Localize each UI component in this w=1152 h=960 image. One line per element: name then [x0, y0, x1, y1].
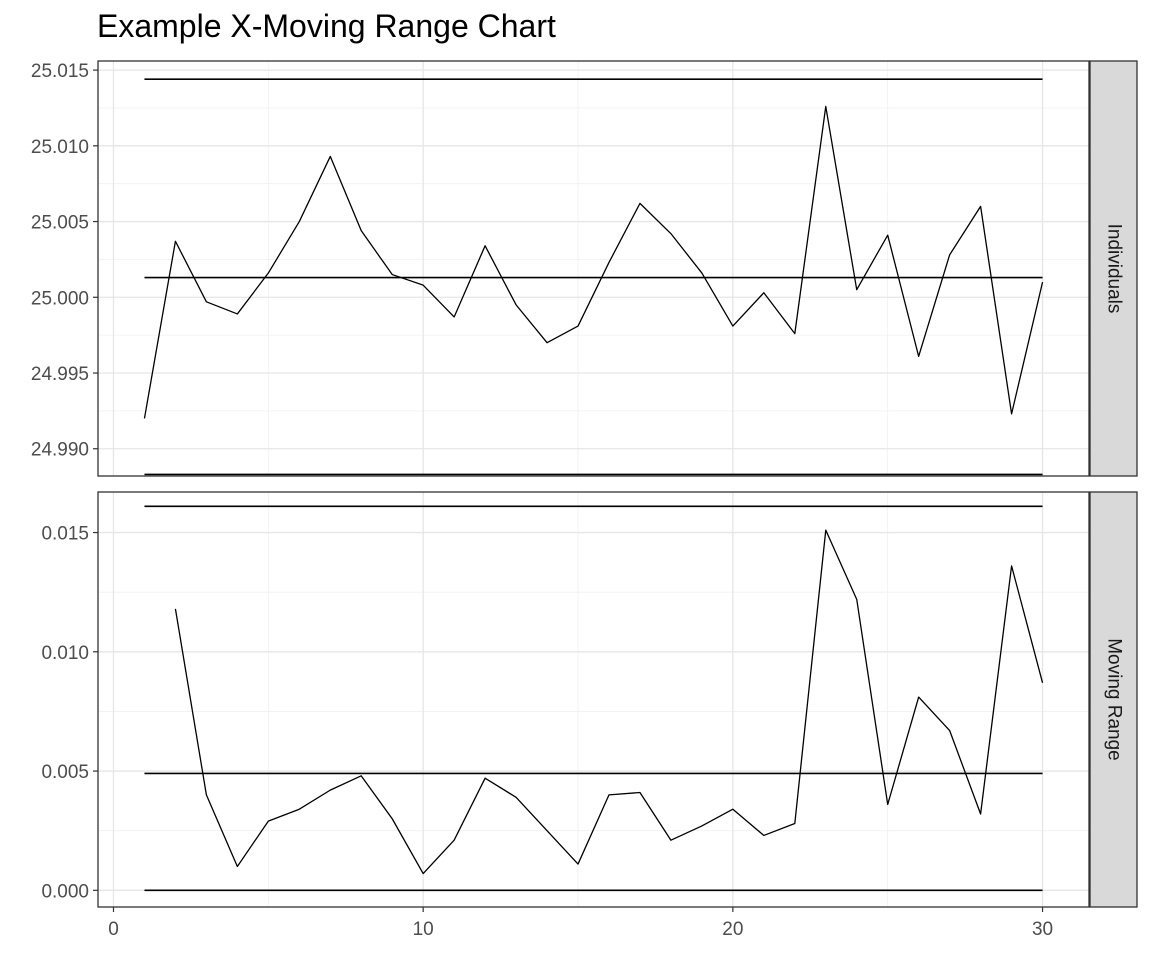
x-tick-label: 0 — [108, 919, 119, 940]
y-tick-label: 25.015 — [31, 61, 89, 82]
individuals-strip-label: Individuals — [1103, 224, 1124, 314]
y-tick-label: 0.015 — [41, 524, 89, 545]
facet-strip — [1089, 491, 1138, 908]
chart-title: Example X-Moving Range Chart — [97, 8, 556, 44]
x-tick-label: 10 — [413, 919, 434, 940]
y-tick-label: 25.010 — [31, 137, 89, 158]
moving-range-strip-label: Moving Range — [1103, 638, 1124, 761]
y-tick-label: 0.000 — [41, 881, 89, 902]
moving-range-series-line — [174, 529, 1044, 875]
x-tick-label: 30 — [1032, 919, 1053, 940]
y-tick-label: 24.990 — [31, 440, 89, 461]
individuals-series-line — [143, 105, 1044, 419]
y-tick-label: 25.005 — [31, 213, 89, 234]
facet-strip — [1089, 60, 1138, 477]
y-tick-label: 25.000 — [31, 288, 89, 309]
x-tick-label: 20 — [722, 919, 743, 940]
panel-border — [97, 60, 1090, 477]
individuals-panel: 24.990 24.995 25.000 25.005 25.010 25.015 Indi… — [31, 60, 1138, 477]
y-tick-label: 0.005 — [41, 762, 89, 783]
panel-border — [97, 491, 1090, 908]
moving-range-panel: 0.000 0.005 0.010 0.015 Moving Range — [41, 491, 1138, 908]
y-tick-label: 0.010 — [41, 643, 89, 664]
y-tick-label: 24.995 — [31, 364, 89, 385]
